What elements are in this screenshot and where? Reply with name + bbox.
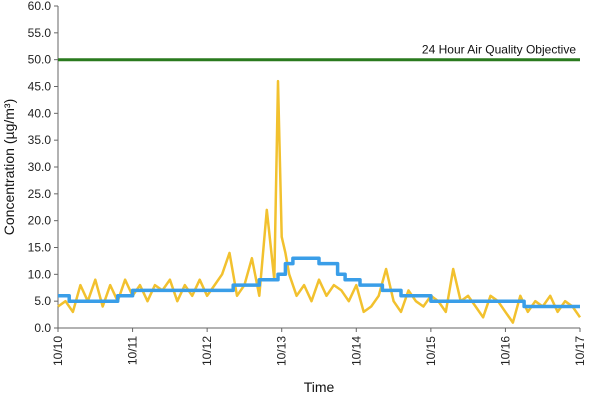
- y-tick-label: 40.0: [28, 106, 52, 120]
- y-tick-label: 45.0: [28, 80, 52, 94]
- x-tick-label: 10/16: [498, 336, 512, 366]
- series-line-1: [58, 256, 580, 309]
- series-layer: [57, 58, 582, 324]
- x-tick-label: 10/12: [200, 336, 214, 366]
- y-tick-label: 30.0: [28, 160, 52, 174]
- y-tick-label: 15.0: [28, 241, 52, 255]
- x-axis: 10/10 10/11 10/12 10/13 10/14 10/15 10/16 10/17: [51, 327, 587, 366]
- y-tick-label: 35.0: [28, 133, 52, 147]
- y-tick-label: 0.0: [34, 321, 51, 335]
- x-tick-label: 10/11: [126, 336, 140, 365]
- y-tick-label: 60.0: [28, 0, 52, 13]
- y-tick-label: 55.0: [28, 26, 52, 40]
- y-tick-label: 25.0: [28, 187, 52, 201]
- x-tick-label: 10/13: [275, 336, 289, 366]
- y-tick-label: 20.0: [28, 214, 52, 228]
- x-tick-label: 10/10: [51, 336, 65, 366]
- series-line-0: [57, 79, 582, 324]
- y-tick-label: 50.0: [28, 53, 52, 67]
- x-tick-label: 10/17: [573, 336, 587, 366]
- x-axis-title: Time: [304, 379, 335, 395]
- y-axis: 0.0 5.0 10.0 15.0 20.0 25.0 30.0 35.0 40.0 45.0 50…: [28, 0, 59, 335]
- y-tick-label: 10.0: [28, 267, 52, 281]
- x-tick-label: 10/15: [424, 336, 438, 366]
- objective-annotation: 24 Hour Air Quality Objective: [422, 43, 576, 57]
- y-axis-title: Concentration (µg/m³): [1, 99, 17, 235]
- x-tick-label: 10/14: [349, 336, 363, 366]
- y-tick-label: 5.0: [34, 294, 51, 308]
